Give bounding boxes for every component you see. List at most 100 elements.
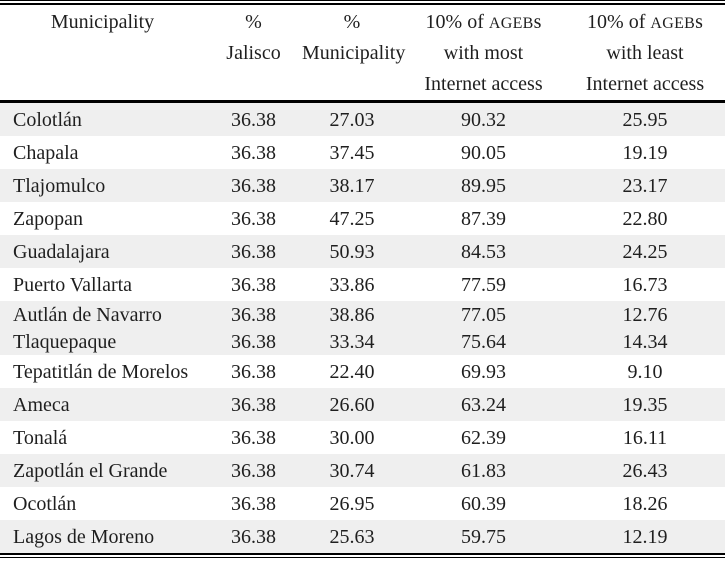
value-cell: 22.40 xyxy=(329,360,375,383)
value-cell: 77.59 xyxy=(461,273,506,296)
municipality-cell: Lagos de Moreno xyxy=(13,525,155,548)
value-cell: 14.34 xyxy=(622,330,668,353)
table-row: Autlán de Navarro 36.38 38.86 77.05 12.76 xyxy=(0,301,725,328)
value-cell: 19.19 xyxy=(622,141,668,164)
table-row: Ameca 36.38 26.60 63.24 19.35 xyxy=(0,388,725,421)
table-row: Zapopan 36.38 47.25 87.39 22.80 xyxy=(0,202,725,235)
header-line-empty xyxy=(0,69,205,100)
municipality-cell: Zapopan xyxy=(13,207,83,230)
municipality-cell: Tlaquepaque xyxy=(13,330,117,353)
value-cell: 33.86 xyxy=(329,273,375,296)
top-rule-gap xyxy=(0,1,725,3)
value-cell: 36.38 xyxy=(231,108,276,131)
ageb-acronym: AGEB xyxy=(488,15,534,32)
municipality-cell: Tonalá xyxy=(13,426,68,449)
table-row: Ocotlán 36.38 26.95 60.39 18.26 xyxy=(0,487,725,520)
value-cell: 38.86 xyxy=(329,303,375,326)
header-line: 10% of AGEBs xyxy=(565,7,725,38)
value-cell: 27.03 xyxy=(329,108,375,131)
value-cell: 25.63 xyxy=(329,525,375,548)
value-cell: 25.95 xyxy=(622,108,668,131)
value-cell: 36.38 xyxy=(231,330,276,353)
table-row: Tlaquepaque 36.38 33.34 75.64 14.34 xyxy=(0,328,725,355)
value-cell: 36.38 xyxy=(231,273,276,296)
ageb-acronym: AGEB xyxy=(650,15,696,32)
table-header-row: Municipality % Jalisco % Municipality 10… xyxy=(0,5,725,100)
value-cell: 89.95 xyxy=(461,174,506,197)
top-rule-thin xyxy=(0,0,725,1)
municipality-cell: Chapala xyxy=(13,141,79,164)
value-cell: 84.53 xyxy=(461,240,506,263)
bottom-rule-thin xyxy=(0,557,725,558)
municipality-cell: Zapotlán el Grande xyxy=(13,459,168,482)
value-cell: 77.05 xyxy=(461,303,506,326)
value-cell: 18.26 xyxy=(622,492,668,515)
value-cell: 22.80 xyxy=(622,207,668,230)
value-cell: 36.38 xyxy=(231,393,276,416)
column-header-municipality: Municipality xyxy=(0,7,205,100)
value-cell: 38.17 xyxy=(329,174,375,197)
column-header-pct-jalisco: % Jalisco xyxy=(205,7,302,100)
value-cell: 26.43 xyxy=(622,459,668,482)
value-cell: 36.38 xyxy=(231,492,276,515)
header-line: Jalisco xyxy=(226,42,281,64)
header-line: % xyxy=(245,11,262,33)
header-line: % xyxy=(343,11,361,33)
header-text-prefix: 10% of xyxy=(587,11,651,33)
municipality-cell: Ocotlán xyxy=(13,492,77,515)
header-line: with least xyxy=(606,42,684,64)
bottom-rule-thick xyxy=(0,553,725,555)
table-row: Colotlán 36.38 27.03 90.32 25.95 xyxy=(0,103,725,136)
table-row: Tonalá 36.38 30.00 62.39 16.11 xyxy=(0,421,725,454)
value-cell: 33.34 xyxy=(329,330,375,353)
municipality-cell: Guadalajara xyxy=(13,240,110,263)
municipality-cell: Autlán de Navarro xyxy=(13,303,162,326)
value-cell: 19.35 xyxy=(622,393,668,416)
value-cell: 61.83 xyxy=(461,459,506,482)
table-row: Zapotlán el Grande 36.38 30.74 61.83 26.43 xyxy=(0,454,725,487)
header-line: Municipality xyxy=(302,42,406,64)
table-row: Tepatitlán de Morelos 36.38 22.40 69.93 9.10 xyxy=(0,355,725,388)
value-cell: 37.45 xyxy=(329,141,375,164)
municipality-cell: Tlajomulco xyxy=(13,174,106,197)
value-cell: 59.75 xyxy=(461,525,506,548)
value-cell: 12.76 xyxy=(622,303,668,326)
column-header-agebs-least: 10% of AGEBs with least Internet access xyxy=(565,7,725,100)
value-cell: 50.93 xyxy=(329,240,375,263)
value-cell: 90.32 xyxy=(461,108,506,131)
value-cell: 30.74 xyxy=(329,459,375,482)
value-cell: 24.25 xyxy=(622,240,668,263)
municipality-cell: Puerto Vallarta xyxy=(13,273,133,296)
column-header-agebs-most: 10% of AGEBs with most Internet access xyxy=(402,7,565,100)
value-cell: 16.73 xyxy=(622,273,668,296)
header-bottom-rule xyxy=(0,100,725,103)
header-text-suffix: s xyxy=(533,11,542,33)
bottom-rule-gap xyxy=(0,555,725,557)
table-row: Chapala 36.38 37.45 90.05 19.19 xyxy=(0,136,725,169)
value-cell: 60.39 xyxy=(461,492,506,515)
value-cell: 23.17 xyxy=(622,174,668,197)
value-cell: 36.38 xyxy=(231,240,276,263)
municipality-cell: Tepatitlán de Morelos xyxy=(13,360,189,383)
header-line-empty xyxy=(205,69,302,100)
value-cell: 36.38 xyxy=(231,426,276,449)
value-cell: 36.38 xyxy=(231,174,276,197)
header-line: Municipality xyxy=(50,11,155,33)
value-cell: 87.39 xyxy=(461,207,506,230)
table-row: Tlajomulco 36.38 38.17 89.95 23.17 xyxy=(0,169,725,202)
column-header-pct-municipality: % Municipality xyxy=(302,7,406,100)
value-cell: 9.10 xyxy=(627,360,663,383)
value-cell: 36.38 xyxy=(231,525,276,548)
header-line: 10% of AGEBs xyxy=(402,7,565,38)
municipality-cell: Ameca xyxy=(13,393,70,416)
value-cell: 36.38 xyxy=(231,303,276,326)
municipality-cell: Colotlán xyxy=(13,108,82,131)
value-cell: 26.60 xyxy=(329,393,375,416)
table-row: Puerto Vallarta 36.38 33.86 77.59 16.73 xyxy=(0,268,725,301)
table-row: Lagos de Moreno 36.38 25.63 59.75 12.19 xyxy=(0,520,725,553)
header-line: with most xyxy=(443,42,524,64)
header-text-suffix: s xyxy=(695,11,703,33)
value-cell: 12.19 xyxy=(622,525,668,548)
value-cell: 75.64 xyxy=(461,330,506,353)
